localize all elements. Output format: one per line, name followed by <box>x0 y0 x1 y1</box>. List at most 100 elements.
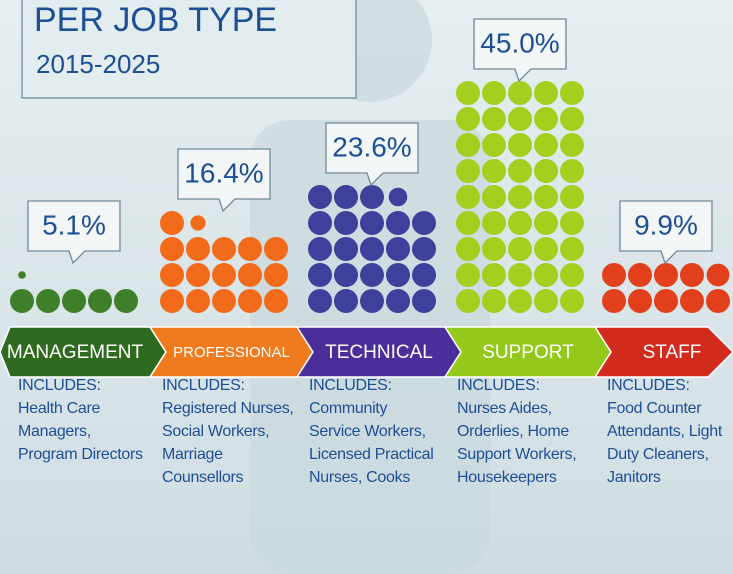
unit-dot <box>508 185 532 209</box>
unit-dot <box>628 289 652 313</box>
includes-heading: INCLUDES: <box>18 374 150 397</box>
unit-dot <box>508 159 532 183</box>
unit-dot <box>482 107 506 131</box>
unit-dot <box>386 263 410 287</box>
unit-dot <box>482 263 506 287</box>
includes-heading: INCLUDES: <box>457 374 589 397</box>
unit-dot <box>482 185 506 209</box>
unit-dot <box>482 133 506 157</box>
unit-dot <box>560 159 584 183</box>
unit-dot <box>508 263 532 287</box>
includes-text: INCLUDES:Nurses Aides, Orderlies, Home S… <box>457 374 589 489</box>
value-label: 45.0% <box>480 27 559 58</box>
unit-dot <box>308 211 332 235</box>
category-label: TECHNICAL <box>325 342 433 363</box>
unit-dot <box>334 263 358 287</box>
unit-dot <box>560 107 584 131</box>
value-label: 9.9% <box>634 209 698 240</box>
unit-dot <box>334 185 358 209</box>
includes-list: Food Counter Attendants, Light Duty Clea… <box>607 397 733 489</box>
category-label: STAFF <box>643 342 702 363</box>
unit-dot <box>508 237 532 261</box>
category-label: SUPPORT <box>482 342 574 363</box>
unit-dot <box>308 289 332 313</box>
unit-dot <box>334 289 358 313</box>
value-label: 5.1% <box>42 209 106 240</box>
unit-dot <box>706 289 730 313</box>
unit-dot <box>308 185 332 209</box>
unit-dot <box>62 289 86 313</box>
unit-dot <box>360 289 384 313</box>
unit-dot <box>386 289 410 313</box>
unit-dot <box>238 263 262 287</box>
unit-dot <box>308 237 332 261</box>
includes-heading: INCLUDES: <box>607 374 733 397</box>
unit-dot <box>560 211 584 235</box>
unit-dot <box>534 211 558 235</box>
unit-dot <box>560 133 584 157</box>
unit-dot <box>186 237 210 261</box>
unit-dot <box>534 133 558 157</box>
unit-dot <box>482 81 506 105</box>
unit-dot <box>628 263 652 287</box>
unit-dot <box>160 263 184 287</box>
unit-dot <box>508 81 532 105</box>
includes-text: INCLUDES:Registered Nurses, Social Worke… <box>162 374 294 489</box>
unit-dot <box>534 107 558 131</box>
unit-dot <box>680 263 704 287</box>
unit-dot <box>482 237 506 261</box>
unit-dot <box>707 264 730 287</box>
unit-dot <box>560 289 584 313</box>
unit-dot <box>508 289 532 313</box>
unit-dot <box>334 211 358 235</box>
unit-dot <box>456 159 480 183</box>
unit-dot <box>602 263 626 287</box>
unit-dot <box>560 263 584 287</box>
unit-dot <box>264 289 288 313</box>
unit-dot <box>190 215 205 230</box>
unit-dot <box>212 263 236 287</box>
unit-dot <box>456 211 480 235</box>
value-label: 16.4% <box>184 157 263 188</box>
unit-dot <box>212 289 236 313</box>
category-label: PROFESSIONAL <box>173 344 290 361</box>
value-label: 23.6% <box>332 131 411 162</box>
chart-title: PER JOB TYPE <box>34 1 277 39</box>
unit-dot <box>654 289 678 313</box>
category-label: MANAGEMENT <box>7 342 144 363</box>
unit-dot <box>560 185 584 209</box>
includes-list: Community Service Workers, Licensed Prac… <box>309 397 441 489</box>
unit-dot <box>456 263 480 287</box>
unit-dot <box>238 237 262 261</box>
unit-dot <box>456 133 480 157</box>
unit-dot <box>680 289 704 313</box>
unit-dot <box>534 81 558 105</box>
unit-dot <box>36 289 60 313</box>
unit-dot <box>534 237 558 261</box>
unit-dot <box>534 159 558 183</box>
unit-dot <box>160 211 184 235</box>
unit-dot <box>534 289 558 313</box>
unit-dot <box>508 133 532 157</box>
unit-dot <box>238 289 262 313</box>
unit-dot <box>534 185 558 209</box>
unit-dot <box>88 289 112 313</box>
unit-dot <box>386 237 410 261</box>
unit-dot <box>334 237 358 261</box>
infographic: PER JOB TYPE 2015-2025 MANAGEMENT PROFESS… <box>0 0 733 574</box>
unit-dot <box>508 107 532 131</box>
unit-dot <box>560 237 584 261</box>
unit-dot <box>18 271 26 279</box>
unit-dot <box>412 289 436 313</box>
unit-dot <box>508 211 532 235</box>
chart-subtitle: 2015-2025 <box>36 49 160 79</box>
includes-list: Nurses Aides, Orderlies, Home Support Wo… <box>457 397 589 489</box>
unit-dot <box>10 289 34 313</box>
includes-text: INCLUDES:Health Care Managers, Program D… <box>18 374 150 466</box>
unit-dot <box>360 237 384 261</box>
unit-dot <box>212 237 236 261</box>
unit-dot <box>360 185 384 209</box>
includes-text: INCLUDES:Food Counter Attendants, Light … <box>607 374 733 489</box>
unit-dot <box>186 263 210 287</box>
unit-dot <box>654 263 678 287</box>
